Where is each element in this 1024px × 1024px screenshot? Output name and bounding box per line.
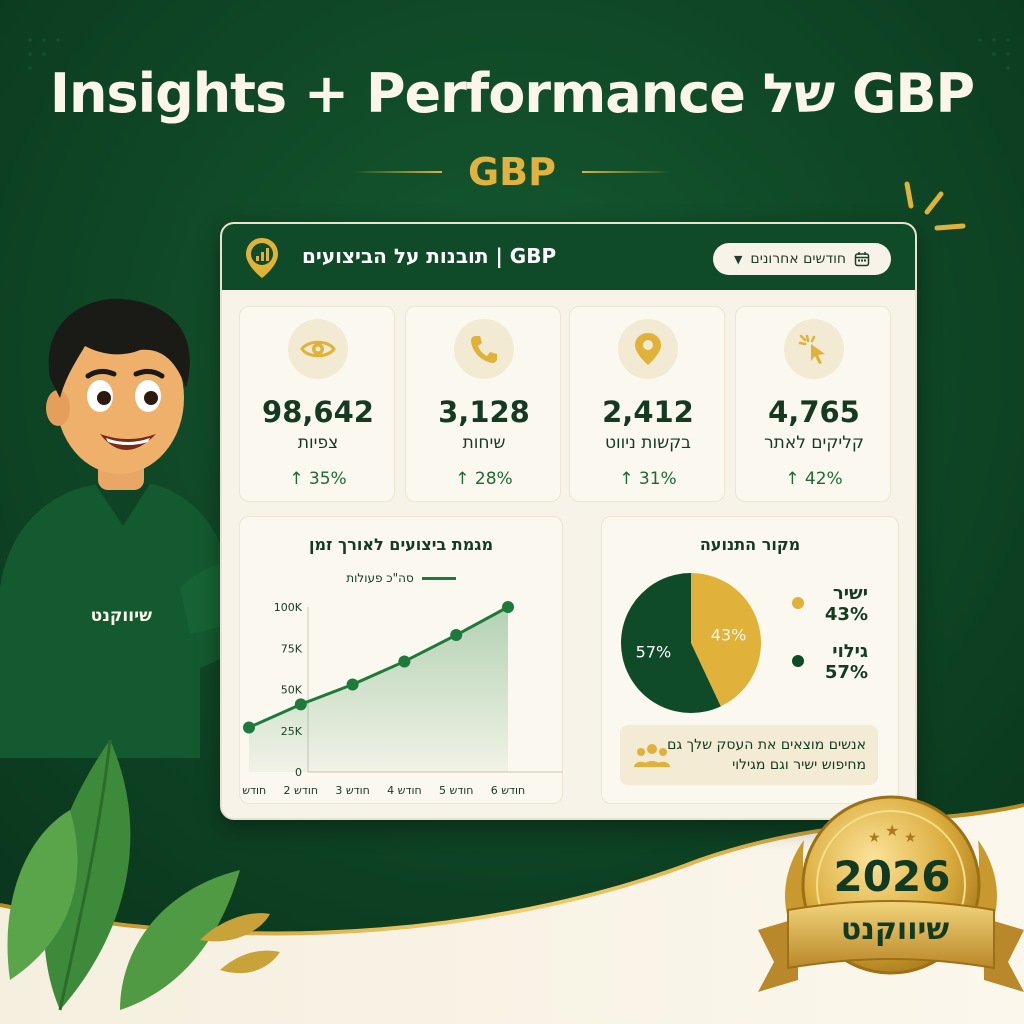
date-range-dropdown[interactable]: חודשים אחרונים ▼ [713, 243, 891, 275]
pie-slice [621, 573, 721, 713]
performance-trend-card: מגמת ביצועים לאורך זמן סה"כ פעולות 025K5… [239, 516, 563, 804]
svg-text:★: ★ [868, 830, 881, 846]
chart-title: מגמת ביצועים לאורך זמן [308, 535, 494, 554]
star-icons: ★ ★ ★ [868, 821, 917, 846]
shirt-logo: שיווקנט [90, 606, 152, 626]
pie-legend-direct: ישיר 43% [792, 583, 868, 625]
kpi-card-directions[interactable]: 2,412 בקשות ניווט ↑ 31% [569, 306, 725, 502]
traffic-note-text: אנשים מוצאים את העסק שלך גם מחיפוש ישיר … [667, 737, 866, 773]
x-tick-label: חודש 4 [387, 784, 421, 797]
traffic-note: אנשים מוצאים את העסק שלך גם מחיפוש ישיר … [620, 725, 878, 785]
kpi-card-calls[interactable]: 3,128 שיחות ↑ 28% [405, 306, 561, 502]
subtitle-divider-right [582, 171, 672, 173]
kpi-label: בקשות ניווט [604, 433, 692, 453]
kpi-icon-circle [288, 319, 348, 379]
kpi-change: ↑ 42% [785, 469, 843, 489]
x-tick-label: חודש 2 [284, 784, 318, 797]
pie-legend-value: 57% [824, 662, 868, 683]
cursor-click-icon [798, 334, 825, 364]
y-tick-label: 100K [274, 601, 303, 614]
subtitle: GBP [467, 150, 556, 194]
gbp-pin-chart-icon [246, 238, 278, 278]
x-tick-label: חודש 6 [491, 784, 525, 797]
badge-year: 2026 [833, 852, 951, 901]
sparkle-rays-icon [904, 181, 966, 231]
pie-legend-discovery: גילוי 57% [792, 641, 868, 683]
badge-name: שיווקנט [840, 912, 950, 947]
x-tick-label: חודש 5 [439, 784, 473, 797]
kpi-card-clicks[interactable]: 4,765 קליקים לאתר ↑ 42% [735, 306, 891, 502]
people-icon [634, 744, 670, 767]
kpi-value: 4,765 [768, 395, 860, 429]
calendar-icon [854, 252, 870, 267]
legend-swatch [421, 576, 456, 580]
y-tick-label: 75K [281, 642, 303, 655]
dashboard-header: GBP | תובנות על הביצועים חודשים אחרונים … [222, 224, 915, 290]
phone-icon [471, 336, 497, 363]
x-tick-label: חודש 1 [240, 784, 266, 797]
subtitle-divider-left [351, 171, 442, 173]
chart-legend: סה"כ פעולות [240, 571, 562, 585]
data-point [398, 655, 411, 668]
dashboard-title: GBP | תובנות על הביצועים [302, 244, 557, 268]
pie-legend-dot [792, 655, 804, 667]
pie-title: מקור התנועה [699, 535, 801, 554]
y-tick-label: 0 [295, 766, 302, 779]
kpi-icon-circle [454, 319, 514, 379]
svg-text:★: ★ [904, 830, 917, 846]
area-fill [249, 607, 508, 772]
date-range-label: חודשים אחרונים [750, 251, 847, 267]
data-point [243, 721, 255, 734]
subtitle-row: GBP [0, 150, 1024, 194]
map-pin-icon [635, 333, 661, 365]
pie-legend-name: גילוי [832, 641, 868, 662]
award-badge: ★ ★ ★ [758, 795, 1024, 992]
data-point [502, 601, 514, 613]
pie-legend-value: 43% [824, 604, 868, 625]
chevron-down-icon: ▼ [733, 252, 743, 266]
traffic-pie-chart: 43% 57% [621, 573, 761, 713]
legend-label: סה"כ פעולות [346, 571, 414, 585]
insights-dashboard: GBP | תובנות על הביצועים חודשים אחרונים … [220, 222, 917, 820]
kpi-icon-circle [618, 319, 678, 379]
headline: Insights + Performance של GBP [49, 62, 975, 125]
x-tick-label: חודש 3 [335, 784, 369, 797]
kpi-label: שיחות [462, 433, 506, 453]
pie-legend-name: ישיר [832, 583, 868, 604]
kpi-change: ↑ 35% [289, 469, 347, 489]
kpi-value: 2,412 [602, 395, 694, 429]
data-point [346, 678, 359, 691]
pie-legend-dot [792, 597, 804, 609]
kpi-value: 98,642 [262, 395, 374, 429]
kpi-icon-circle [784, 319, 844, 379]
data-point [450, 629, 463, 642]
pie-slice-label: 43% [711, 626, 747, 645]
kpi-change: ↑ 31% [619, 469, 677, 489]
pie-slice-label: 57% [636, 642, 672, 661]
pie-slice [691, 573, 761, 707]
kpi-card-views[interactable]: 98,642 צפיות ↑ 35% [239, 306, 395, 502]
kpi-value: 3,128 [438, 395, 530, 429]
kpi-label: צפיות [297, 433, 339, 453]
y-tick-label: 50K [281, 684, 303, 697]
leaves-decoration [7, 739, 280, 1011]
eye-icon [300, 340, 336, 358]
svg-text:★: ★ [885, 821, 899, 840]
traffic-source-card: מקור התנועה 43% 57% ישיר 43% גילוי 57% אנ… [601, 516, 899, 804]
series-line [248, 605, 509, 729]
kpi-label: קליקים לאתר [764, 433, 864, 453]
data-point [294, 698, 307, 711]
kpi-change: ↑ 28% [455, 469, 513, 489]
